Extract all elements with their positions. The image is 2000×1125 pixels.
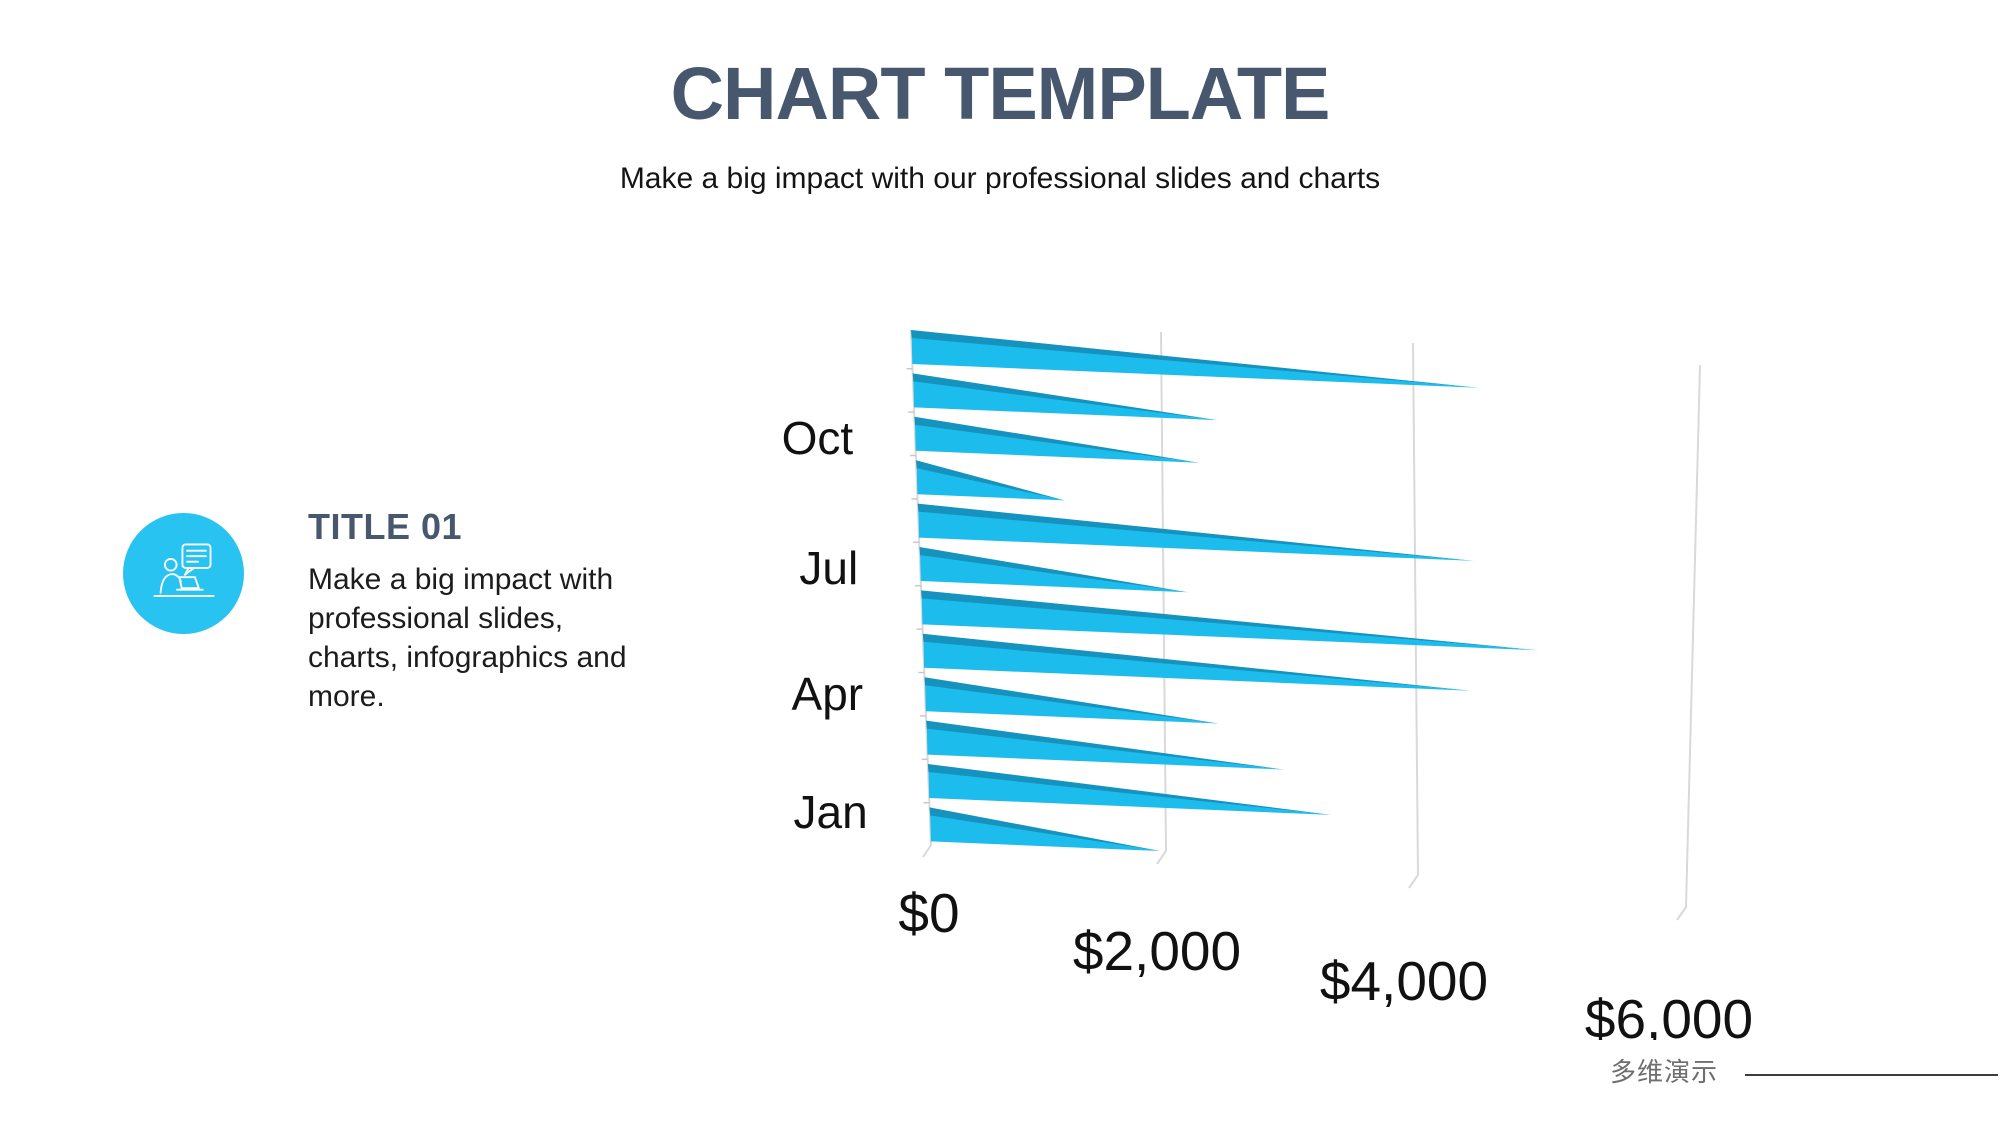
feature-heading: TITLE 01 <box>308 506 463 547</box>
x-axis-tick-label: $2,000 <box>1073 920 1241 982</box>
footer-divider-line <box>1745 1074 1998 1076</box>
sales-bar-chart: Jan Apr Jul Oct $0 $2,000 $4,000 $6,000 <box>740 295 2000 1050</box>
person-laptop-chat-icon <box>145 532 223 615</box>
x-axis-tick-label: $0 <box>898 882 959 944</box>
page-title: CHART TEMPLATE <box>670 52 1331 135</box>
y-axis-tick-label: Jan <box>794 786 868 838</box>
page-subtitle: Make a big impact with our professional … <box>619 162 1381 195</box>
x-axis-tick-label: $4,000 <box>1320 950 1488 1012</box>
x-axis-tick-label: $6,000 <box>1585 988 1753 1040</box>
y-axis-tick-label: Jul <box>799 542 858 594</box>
feature-icon-circle <box>123 513 244 634</box>
chart-svg: Jan Apr Jul Oct $0 $2,000 $4,000 $6,000 <box>782 329 1753 1050</box>
feature-body-text: Make a big impact with professional slid… <box>308 563 627 713</box>
footer-brand-text: 多维演示 <box>1610 1057 1719 1087</box>
y-axis-tick-label: Apr <box>792 668 864 720</box>
y-axis-tick-label: Oct <box>782 412 854 464</box>
